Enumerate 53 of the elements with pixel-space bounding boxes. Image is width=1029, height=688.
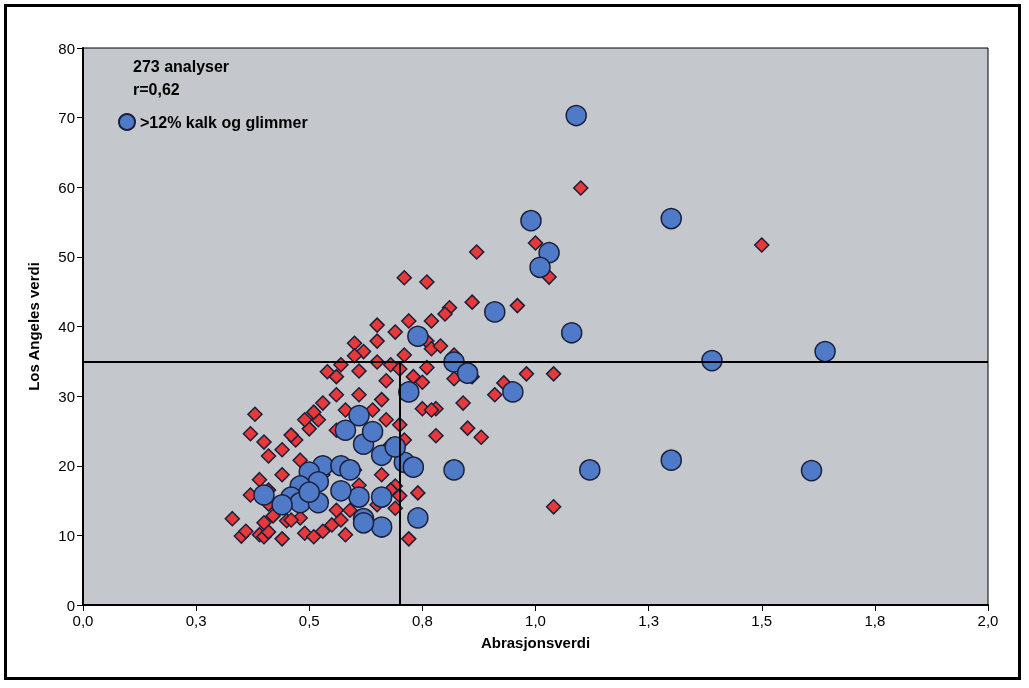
point xyxy=(348,404,370,427)
point xyxy=(520,209,542,232)
y-tick-label: 70 xyxy=(58,109,75,127)
point xyxy=(407,325,429,347)
x-tick-label: 0,0 xyxy=(72,612,94,629)
y-tick-label: 50 xyxy=(58,248,75,266)
point xyxy=(579,459,601,481)
x-tick-label: 1,3 xyxy=(638,612,660,629)
annotation: r=0,62 xyxy=(133,80,180,98)
point xyxy=(370,516,393,538)
point xyxy=(660,449,682,471)
y-axis-title: Los Angeles verdi xyxy=(25,262,42,391)
point xyxy=(529,256,551,279)
y-tick-label: 60 xyxy=(58,178,75,196)
point xyxy=(352,512,375,534)
y-tick-label: 10 xyxy=(58,526,75,544)
y-tick-label: 80 xyxy=(58,39,75,57)
point xyxy=(565,104,587,127)
point xyxy=(502,381,524,403)
point xyxy=(398,381,420,403)
point xyxy=(407,507,429,529)
x-tick-label: 2,0 xyxy=(977,612,999,629)
x-tick-label: 1,8 xyxy=(864,612,886,629)
point xyxy=(660,207,682,230)
point xyxy=(370,486,393,508)
point xyxy=(800,459,823,482)
x-tick-label: 1,5 xyxy=(751,612,773,629)
point xyxy=(348,486,370,508)
point xyxy=(334,419,357,441)
point xyxy=(271,493,293,516)
point xyxy=(361,420,384,443)
point xyxy=(560,322,583,344)
point xyxy=(298,481,320,503)
point xyxy=(253,484,275,506)
point xyxy=(402,456,425,478)
point xyxy=(330,480,352,502)
x-tick-label: 0,5 xyxy=(298,612,320,629)
annotation: 273 analyser xyxy=(133,57,230,75)
x-axis-title: Abrasjonsverdi xyxy=(480,634,591,651)
point xyxy=(814,340,836,363)
point xyxy=(339,459,361,481)
x-tick-label: 0,8 xyxy=(411,612,433,629)
y-tick-label: 40 xyxy=(58,318,75,335)
point xyxy=(484,301,506,323)
legend-label: >12% kalk og glimmer xyxy=(140,113,308,131)
x-tick-label: 1,0 xyxy=(525,612,546,629)
y-tick-label: 20 xyxy=(58,457,75,475)
x-tick-label: 0,3 xyxy=(185,612,207,629)
point xyxy=(443,459,465,481)
point xyxy=(538,241,560,264)
y-tick-label: 30 xyxy=(58,387,75,405)
y-tick-label: 0 xyxy=(66,596,75,614)
point xyxy=(456,362,479,384)
